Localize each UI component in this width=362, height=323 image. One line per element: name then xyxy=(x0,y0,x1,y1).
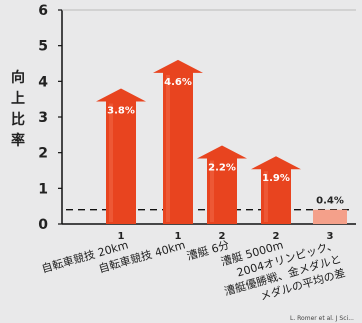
y-tick-label: 6 xyxy=(38,3,48,19)
y-label-char: 向 xyxy=(11,69,25,86)
bar-highlight xyxy=(210,160,214,222)
bar xyxy=(313,209,347,224)
bar xyxy=(251,156,301,224)
y-axis-ticks: 0 1 2 3 4 5 6 xyxy=(38,3,62,233)
bar xyxy=(153,59,203,224)
bar-highlight xyxy=(109,103,113,222)
data-label: 3.8% xyxy=(107,105,135,116)
y-label-char: 上 xyxy=(11,91,25,107)
y-tick-label: 4 xyxy=(38,74,48,90)
source-citation: L. Romer et al. J Sci... xyxy=(290,315,354,322)
x-rank-label: 2 xyxy=(219,231,226,242)
data-label: 4.6% xyxy=(164,77,192,88)
bar-highlight xyxy=(166,74,170,222)
y-tick-label: 5 xyxy=(38,39,48,55)
x-rank-label: 3 xyxy=(327,231,334,242)
bar xyxy=(197,145,247,224)
y-label-char: 比 xyxy=(11,111,25,128)
y-tick-label: 0 xyxy=(38,217,48,233)
data-label: 0.4% xyxy=(316,196,344,207)
x-rank-label: 1 xyxy=(175,231,182,242)
x-rank-label: 1 xyxy=(118,231,125,242)
y-tick-label: 1 xyxy=(38,181,48,197)
bars: 3.8% 4.6% 2.2% 1.9% 0.4% xyxy=(96,59,347,224)
data-label: 1.9% xyxy=(262,173,290,184)
data-label: 2.2% xyxy=(208,163,236,174)
y-tick-label: 3 xyxy=(38,110,48,126)
bar-highlight xyxy=(264,171,268,222)
y-tick-label: 2 xyxy=(38,146,48,162)
y-label-char: 率 xyxy=(11,132,25,149)
bar xyxy=(96,88,146,224)
x-rank-label: 2 xyxy=(273,231,280,242)
